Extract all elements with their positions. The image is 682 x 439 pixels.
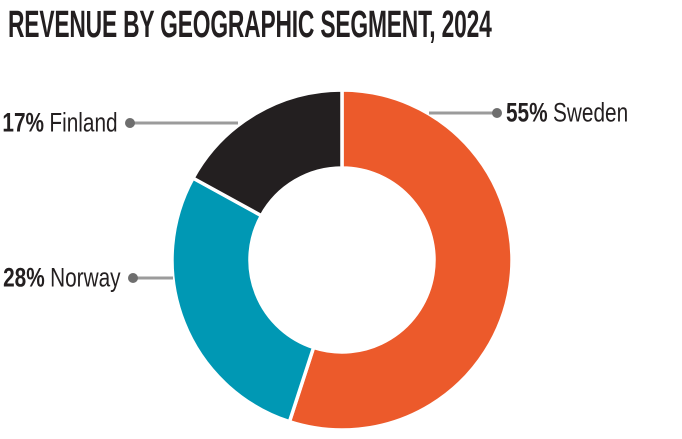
leader-dot-finland bbox=[125, 118, 135, 128]
callout-norway-label: Norway bbox=[50, 262, 122, 293]
callout-finland-value: 17% bbox=[2, 107, 45, 138]
callout-finland-label: Finland bbox=[49, 107, 119, 138]
chart-title: REVENUE BY GEOGRAPHIC SEGMENT, 2024 bbox=[8, 4, 492, 46]
leader-dot-norway bbox=[128, 273, 138, 283]
callout-sweden-value: 55% bbox=[506, 97, 548, 128]
donut-segment-norway bbox=[170, 175, 316, 424]
donut-segment-finland bbox=[190, 88, 344, 219]
callout-norway: 28% Norway bbox=[3, 262, 122, 293]
callout-norway-value: 28% bbox=[3, 262, 46, 293]
callout-sweden-label: Sweden bbox=[553, 97, 629, 128]
donut-segment-sweden bbox=[287, 88, 514, 432]
callout-sweden: 55% Sweden bbox=[506, 97, 629, 128]
leader-dot-sweden bbox=[492, 108, 502, 118]
callout-finland: 17% Finland bbox=[2, 107, 119, 138]
